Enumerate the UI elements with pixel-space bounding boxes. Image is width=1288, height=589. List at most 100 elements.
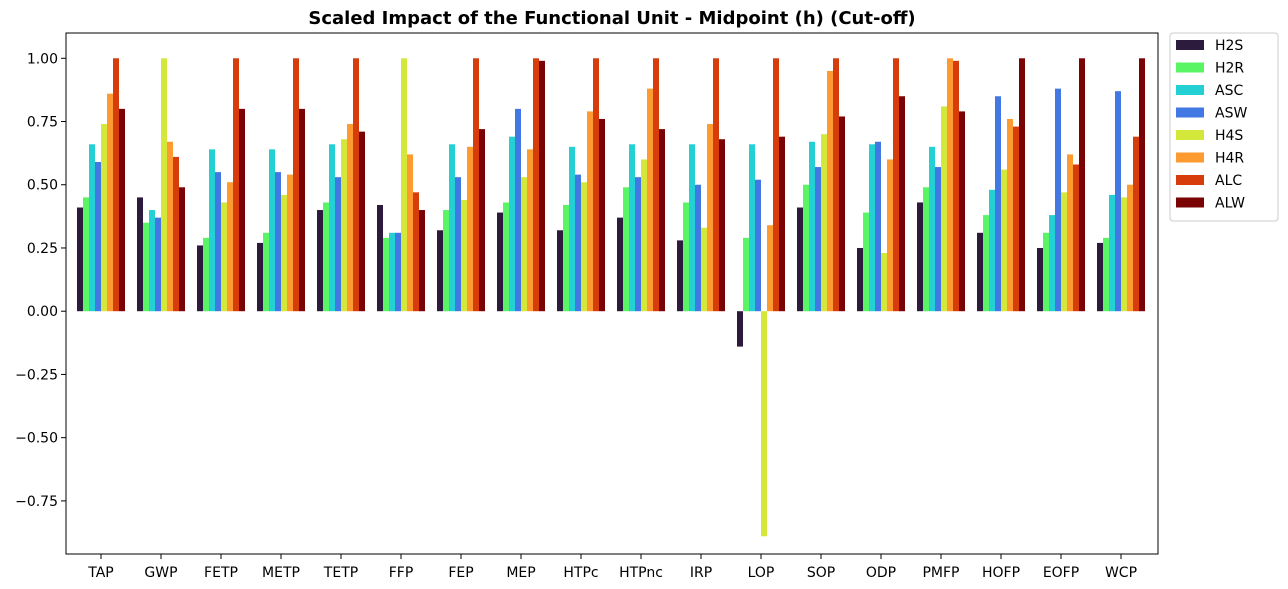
bar-h2r-gwp	[143, 222, 149, 312]
chart-title: Scaled Impact of the Functional Unit - M…	[308, 8, 915, 29]
bar-asw-mep	[515, 108, 521, 312]
y-tick-label: −0.50	[15, 431, 58, 447]
bar-alw-eofp	[1079, 58, 1085, 312]
legend-label-alw: ALW	[1215, 196, 1245, 212]
bar-alw-metp	[299, 108, 305, 312]
bar-h4s-tap	[101, 124, 107, 312]
legend-swatch-alc	[1176, 175, 1204, 185]
bar-h2s-mep	[497, 212, 503, 312]
bar-h2s-lop	[737, 311, 743, 347]
bar-asc-metp	[269, 149, 275, 312]
legend-swatch-h4s	[1176, 130, 1204, 140]
x-tick-label: SOP	[807, 565, 835, 581]
bar-h2r-ffp	[383, 237, 389, 312]
y-tick-label: −0.25	[15, 367, 58, 383]
x-tick-label: HTPnc	[619, 565, 663, 581]
bar-asw-fetp	[215, 172, 221, 312]
bar-h4r-lop	[767, 225, 773, 312]
bar-alc-hofp	[1013, 126, 1019, 312]
bar-alw-odp	[899, 96, 905, 312]
bar-h2r-fetp	[203, 237, 209, 312]
bar-alc-fep	[473, 58, 479, 312]
y-tick-label: 0.50	[27, 178, 58, 194]
bar-h4s-gwp	[161, 58, 167, 312]
bar-asc-gwp	[149, 210, 155, 312]
x-tick-label: GWP	[144, 565, 177, 581]
bar-asc-tetp	[329, 144, 335, 312]
bar-h2s-tetp	[317, 210, 323, 312]
bar-h4r-mep	[527, 149, 533, 312]
bar-alc-tetp	[353, 58, 359, 312]
bar-h4r-tetp	[347, 124, 353, 312]
legend-swatch-h2r	[1176, 62, 1204, 73]
bar-h4r-tap	[107, 93, 113, 312]
bar-asc-wcp	[1109, 194, 1115, 312]
bar-alc-ffp	[413, 192, 419, 312]
bar-asc-ffp	[389, 232, 395, 312]
bar-asw-lop	[755, 179, 761, 312]
bar-h2s-eofp	[1037, 247, 1043, 312]
bar-alc-wcp	[1133, 136, 1139, 312]
bar-h4r-metp	[287, 174, 293, 312]
bar-h4s-mep	[521, 177, 527, 312]
legend-label-asw: ASW	[1215, 106, 1247, 122]
bar-asc-hofp	[989, 189, 995, 312]
bar-asw-tap	[95, 161, 101, 312]
bar-h2s-fep	[437, 230, 443, 312]
bar-h2s-gwp	[137, 197, 143, 312]
bar-h2r-odp	[863, 212, 869, 312]
bar-asc-htpc	[569, 146, 575, 312]
bar-h4s-htpc	[581, 182, 587, 312]
bar-h4s-hofp	[1001, 169, 1007, 312]
x-tick-label: METP	[262, 565, 300, 581]
bar-asw-tetp	[335, 177, 341, 312]
bar-h4r-wcp	[1127, 184, 1133, 312]
bar-alc-lop	[773, 58, 779, 312]
bar-h4s-metp	[281, 194, 287, 312]
bar-h4s-lop	[761, 311, 767, 537]
x-tick-label: FETP	[204, 565, 238, 581]
bar-h4s-htpnc	[641, 159, 647, 312]
bar-asw-eofp	[1055, 88, 1061, 312]
bar-alc-mep	[533, 58, 539, 312]
bar-alw-pmfp	[959, 111, 965, 312]
bar-asc-htpnc	[629, 144, 635, 312]
x-tick-label: LOP	[748, 565, 775, 581]
y-tick-label: 0.25	[27, 241, 58, 257]
bar-h2r-tetp	[323, 202, 329, 312]
x-tick-label: HTPc	[563, 565, 598, 581]
bar-asw-pmfp	[935, 167, 941, 312]
bar-asc-sop	[809, 141, 815, 312]
x-tick-label: MEP	[506, 565, 535, 581]
legend-label-h2s: H2S	[1215, 38, 1243, 54]
bar-h4r-ffp	[407, 154, 413, 312]
axes-frame	[65, 32, 1159, 555]
bar-alc-eofp	[1073, 164, 1079, 312]
legend-swatch-asc	[1176, 85, 1204, 95]
bar-h4s-eofp	[1061, 192, 1067, 312]
y-tick-label: 1.00	[27, 51, 58, 67]
bar-alw-htpnc	[659, 129, 665, 312]
bar-h2s-irp	[677, 240, 683, 312]
x-tick-label: IRP	[690, 565, 712, 581]
bar-alw-irp	[719, 139, 725, 312]
bar-asc-mep	[509, 136, 515, 312]
bar-asc-eofp	[1049, 215, 1055, 312]
bar-h2r-lop	[743, 237, 749, 312]
x-tick-label: HOFP	[982, 565, 1020, 581]
bar-h2r-pmfp	[923, 187, 929, 312]
legend-swatch-asw	[1176, 107, 1204, 118]
bar-asc-tap	[89, 144, 95, 312]
bar-asc-odp	[869, 144, 875, 312]
bar-alw-fep	[479, 129, 485, 312]
legend-label-h4r: H4R	[1215, 151, 1244, 167]
bar-alw-ffp	[419, 210, 425, 312]
bar-alc-pmfp	[953, 60, 959, 312]
y-tick-label: −0.75	[15, 494, 58, 510]
bar-alw-gwp	[179, 187, 185, 312]
bar-h4r-hofp	[1007, 118, 1013, 312]
legend-label-h2r: H2R	[1215, 61, 1244, 77]
bar-h4r-htpc	[587, 111, 593, 312]
bar-h2r-fep	[443, 210, 449, 312]
